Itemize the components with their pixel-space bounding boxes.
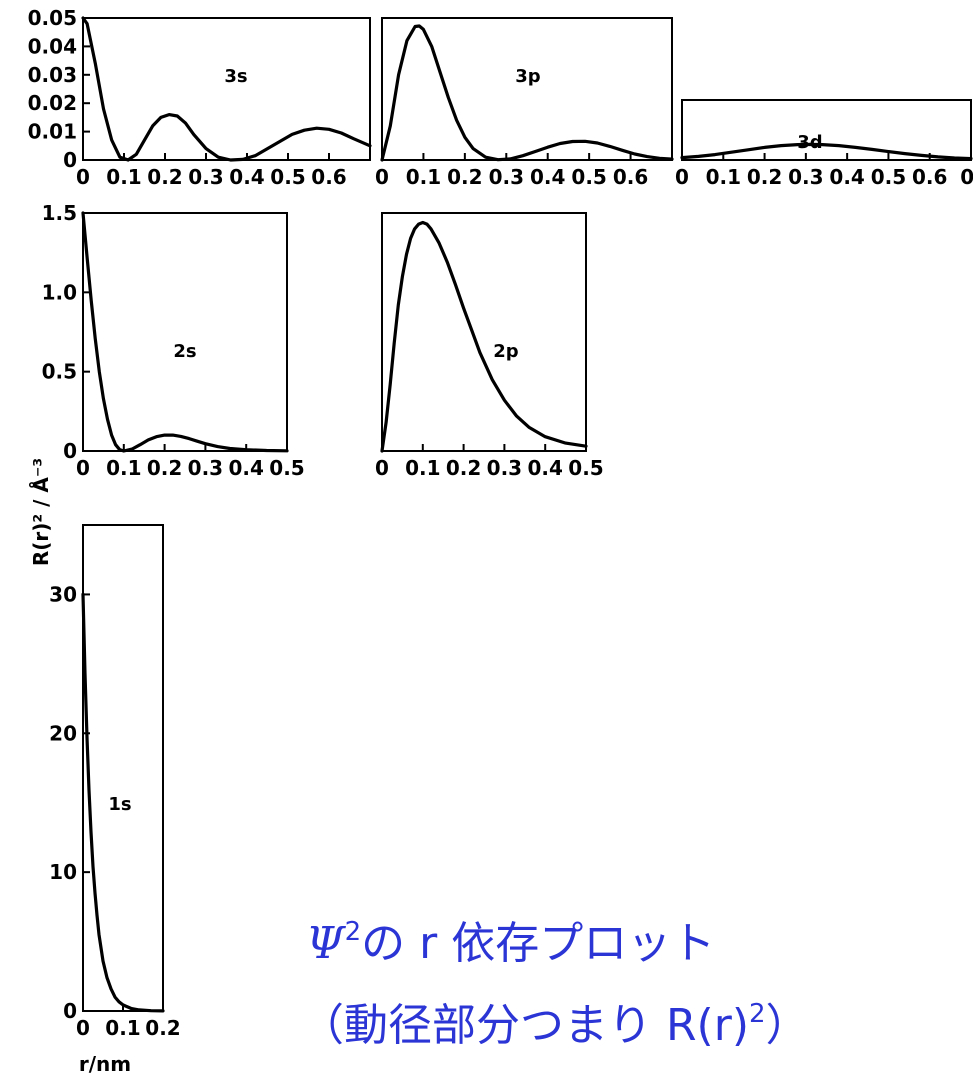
x-tick-label: 0.1	[106, 456, 141, 480]
chart-panel-1s: 1s 0 0.1 0.2 0 10 20 30	[49, 524, 181, 1040]
y-tick-label: 20	[49, 721, 77, 745]
x-tick-label: 0.1	[405, 456, 440, 480]
chart-panel-2s: 2s0 0.1 0.2 0.3 0.4 0.500.51.01.5	[42, 201, 305, 480]
x-tick-label: 0.2	[147, 456, 182, 480]
x-tick-label: 0.2	[447, 165, 482, 189]
panel-label: 3p	[515, 66, 541, 87]
y-tick-label: 0.02	[28, 91, 77, 115]
x-tick-label: 0.4	[530, 165, 565, 189]
x-tick-label: 0.1	[106, 165, 141, 189]
panel-label: 2s	[173, 341, 196, 362]
y-tick-label: 30	[49, 582, 77, 606]
y-tick-label: 0	[63, 148, 77, 172]
y-tick-label: 0	[63, 439, 77, 463]
y-tick-label: 0.5	[42, 360, 77, 384]
x-axis-label: r/nm	[79, 1052, 131, 1076]
x-tick-label: 0.4	[229, 165, 264, 189]
x-tick-label: 0.6	[311, 165, 346, 189]
x-tick-label: 0.2	[747, 165, 782, 189]
x-tick-label: 0.2	[446, 456, 481, 480]
x-tick-label: 0.2	[145, 1016, 180, 1040]
x-tick-label: 0	[76, 456, 90, 480]
series-line-1s	[81, 592, 165, 1013]
y-tick-label: 10	[49, 860, 77, 884]
plot-frame	[82, 17, 371, 161]
series-line-2p	[380, 220, 588, 453]
x-tick-label: 0.6	[613, 165, 648, 189]
x-tick-label: 0	[375, 456, 389, 480]
x-tick-label: 0.3	[788, 165, 823, 189]
series-line-3d	[680, 142, 973, 161]
series-line-3s	[81, 16, 372, 162]
x-tick-label: 0.5	[568, 456, 603, 480]
x-tick-label: 0	[375, 165, 389, 189]
y-tick-label: 0.04	[28, 34, 77, 58]
x-tick-label: 0.3	[489, 165, 524, 189]
x-tick-label: 0.5	[571, 165, 606, 189]
x-tick-label: 0.1	[406, 165, 441, 189]
x-tick-label: 0	[675, 165, 689, 189]
x-tick-label: 0.1	[706, 165, 741, 189]
x-tick-label: 0.4	[228, 456, 263, 480]
x-tick-label: 0.4	[829, 165, 864, 189]
y-tick-label: 0.03	[28, 63, 77, 87]
y-tick-label: 0.01	[28, 120, 77, 144]
chart-panel-3p: 3p 0 0.1 0.2 0.3 0.4 0.5 0.6	[375, 17, 674, 189]
series-line-3p	[380, 24, 674, 162]
plot-frame	[82, 212, 288, 452]
x-tick-label: 0.2	[147, 165, 182, 189]
panel-label: 3s	[224, 66, 247, 87]
x-tick-label: 0.6	[912, 165, 947, 189]
panel-label: 2p	[493, 341, 519, 362]
series-line-2s	[81, 211, 289, 453]
panel-label: 1s	[108, 794, 131, 815]
panel-label: 3d	[797, 132, 822, 153]
y-tick-label: 1.0	[42, 280, 77, 304]
plot-frame	[681, 99, 972, 161]
x-tick-label: 0.	[960, 165, 973, 189]
x-tick-label: 0	[76, 1016, 90, 1040]
y-tick-label: 0.05	[28, 6, 77, 30]
y-tick-label: 1.5	[42, 201, 77, 225]
x-tick-label: 0.3	[487, 456, 522, 480]
x-tick-label: 0.5	[871, 165, 906, 189]
x-tick-label: 0.5	[270, 165, 305, 189]
plot-frame	[82, 524, 164, 1012]
x-tick-label: 0.4	[527, 456, 562, 480]
x-tick-label: 0	[76, 165, 90, 189]
x-tick-label: 0.1	[105, 1016, 140, 1040]
caption-line-2: （動径部分つまり R(r)2）	[300, 999, 810, 1051]
caption-line-1: Ψ2の r 依存プロット	[306, 917, 715, 969]
plot-frame	[381, 17, 673, 161]
x-tick-label: 0.3	[188, 165, 223, 189]
chart-panel-3d: 3d 0 0.10.20.30.4 0.50.6 0.	[675, 99, 973, 189]
y-axis-label: R(r)² / Å⁻³	[29, 458, 53, 566]
x-tick-label: 0.5	[269, 456, 304, 480]
chart-panel-3s: 3s 0 0.1 0.2 0.3 0.4 0.5 0.6 0 0.01 0.02 0.03 0.04 0.…	[28, 6, 372, 189]
y-tick-label: 0	[63, 999, 77, 1023]
x-tick-label: 0.3	[188, 456, 223, 480]
chart-panel-2p: 2p 0 0.1 0.2 0.3 0.4 0.5	[375, 212, 604, 480]
plot-frame	[381, 212, 587, 452]
